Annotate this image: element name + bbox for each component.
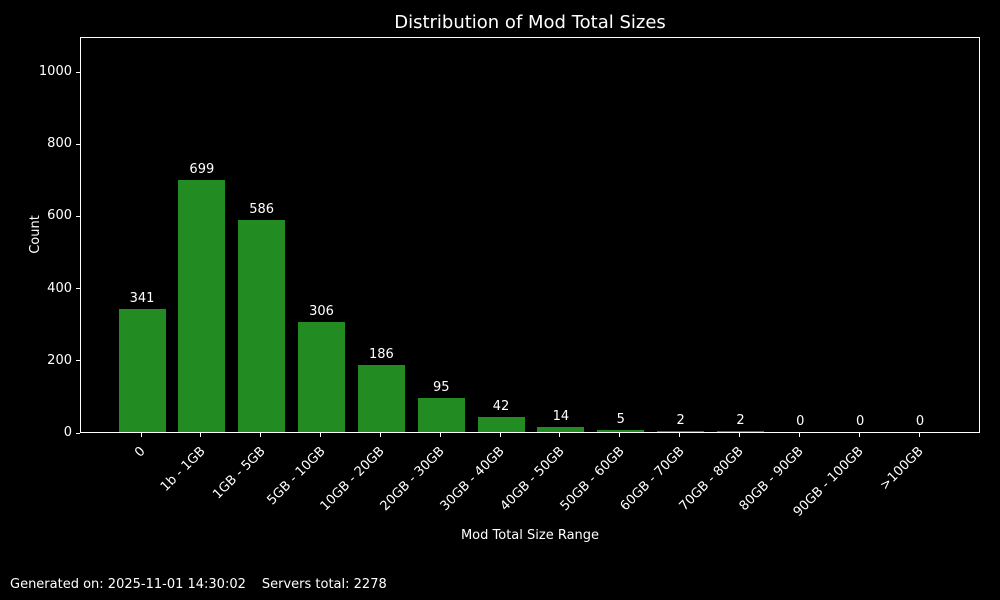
bar-value-label: 306 bbox=[309, 304, 334, 319]
bar-value-label: 5 bbox=[616, 412, 625, 427]
y-tick-label: 600 bbox=[47, 208, 72, 224]
bar-value-label: 341 bbox=[129, 291, 155, 306]
bar bbox=[597, 430, 645, 432]
footer-servers-text: Servers total: 2278 bbox=[261, 577, 387, 592]
x-tick-mark bbox=[738, 433, 740, 437]
bar bbox=[298, 322, 346, 432]
bar-value-label: 0 bbox=[796, 414, 805, 429]
y-tick-mark bbox=[76, 71, 80, 73]
y-tick-label: 400 bbox=[47, 280, 72, 296]
x-tick-mark bbox=[679, 433, 681, 437]
bar bbox=[477, 417, 525, 432]
y-tick-mark bbox=[76, 360, 80, 362]
footer-generated-text: Generated on: 2025-11-01 14:30:02 bbox=[10, 577, 246, 592]
y-tick-label: 200 bbox=[47, 352, 72, 368]
y-tick-mark bbox=[76, 432, 80, 434]
x-tick-mark bbox=[260, 433, 262, 437]
x-tick-mark bbox=[140, 433, 142, 437]
y-tick-mark bbox=[76, 288, 80, 290]
bar bbox=[178, 180, 226, 432]
bar bbox=[657, 431, 705, 432]
bar bbox=[716, 431, 764, 432]
x-tick-mark bbox=[200, 433, 202, 437]
bar-value-label: 2 bbox=[736, 413, 745, 428]
bar bbox=[537, 427, 585, 432]
bar-value-label: 2 bbox=[676, 413, 685, 428]
x-tick-mark bbox=[918, 433, 920, 437]
bar bbox=[357, 365, 405, 432]
x-tick-mark bbox=[379, 433, 381, 437]
chart-title: Distribution of Mod Total Sizes bbox=[394, 12, 666, 33]
y-tick-mark bbox=[76, 215, 80, 217]
x-tick-mark bbox=[439, 433, 441, 437]
y-axis-label: Count bbox=[27, 215, 43, 254]
bar bbox=[417, 398, 465, 432]
y-tick-label: 1000 bbox=[38, 64, 72, 79]
bar-value-label: 0 bbox=[856, 414, 865, 429]
bar bbox=[118, 309, 166, 432]
bar-value-label: 95 bbox=[432, 380, 450, 395]
x-tick-mark bbox=[559, 433, 561, 437]
x-tick-mark bbox=[499, 433, 501, 437]
bar-value-label: 14 bbox=[552, 409, 570, 424]
bar bbox=[238, 220, 286, 432]
bar-value-label: 586 bbox=[249, 202, 275, 217]
x-tick-mark bbox=[619, 433, 621, 437]
x-tick-mark bbox=[798, 433, 800, 437]
x-tick-mark bbox=[320, 433, 322, 437]
bar-value-label: 699 bbox=[189, 162, 215, 177]
x-tick-mark bbox=[858, 433, 860, 437]
footer: Generated on: 2025-11-01 14:30:02 Servers… bbox=[10, 577, 387, 592]
plot-area: 341 699 586 306 186 95 42 14 5 2 2 0 0 0 bbox=[80, 37, 980, 433]
y-tick-mark bbox=[76, 143, 80, 145]
y-tick-label: 0 bbox=[63, 425, 72, 440]
y-tick-label: 800 bbox=[47, 136, 72, 152]
bar-value-label: 42 bbox=[492, 399, 510, 414]
bar-value-label: 186 bbox=[368, 347, 394, 362]
x-axis-label: Mod Total Size Range bbox=[460, 528, 600, 543]
bar-value-label: 0 bbox=[915, 414, 925, 429]
